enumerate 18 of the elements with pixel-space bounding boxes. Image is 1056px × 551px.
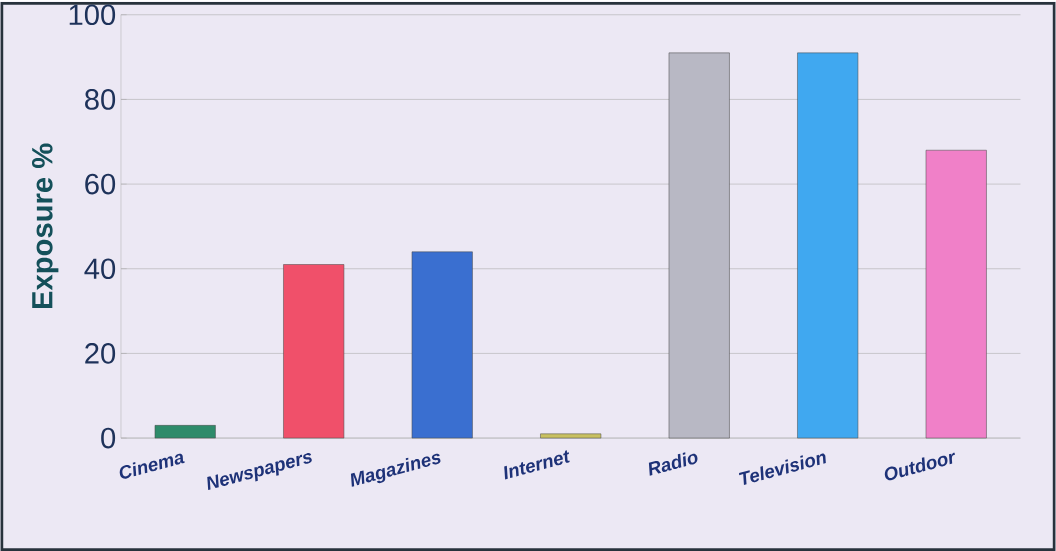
x-tick-label: Outdoor: [884, 452, 955, 481]
y-tick-label: 40: [84, 258, 116, 279]
bar: [283, 264, 345, 439]
bar: [154, 424, 216, 439]
y-tick-label: 20: [85, 342, 116, 364]
y-tick-label: 0: [101, 427, 116, 449]
y-tick-label: 60: [85, 173, 116, 195]
bar: [668, 52, 730, 439]
y-axis-title: Exposure %: [31, 143, 59, 308]
x-tick-label: Radio: [648, 452, 698, 476]
bar: [540, 433, 602, 439]
bar: [797, 52, 859, 439]
x-tick-label: Internet: [504, 450, 570, 480]
y-tick-label: 100: [69, 4, 116, 25]
bar: [925, 149, 987, 439]
x-tick-label: Cinema: [119, 453, 185, 479]
bar: [411, 251, 473, 439]
y-tick-label: 80: [85, 88, 116, 110]
